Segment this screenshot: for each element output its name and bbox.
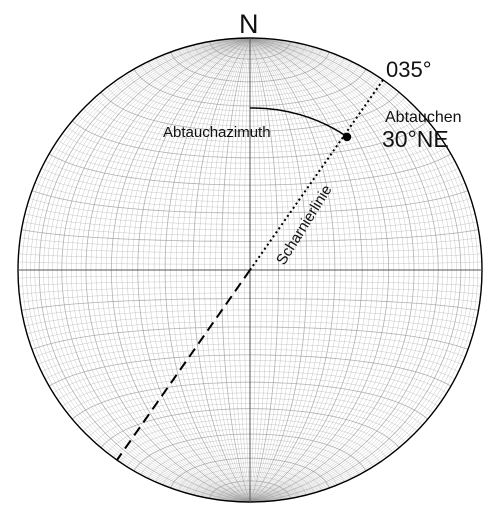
north-label: N	[239, 9, 259, 39]
azimuth-value-label: 035°	[386, 57, 432, 82]
plunge-point	[342, 132, 352, 142]
hinge-line-dashed	[116, 269, 251, 461]
plunge-value-label: 30°NE	[382, 126, 449, 152]
azimuth-name-label: Abtauchazimuth	[163, 124, 271, 141]
azimuth-arc	[249, 107, 347, 137]
hinge-line-dotted	[249, 79, 384, 271]
plunge-title-label: Abtauchen	[385, 109, 462, 126]
